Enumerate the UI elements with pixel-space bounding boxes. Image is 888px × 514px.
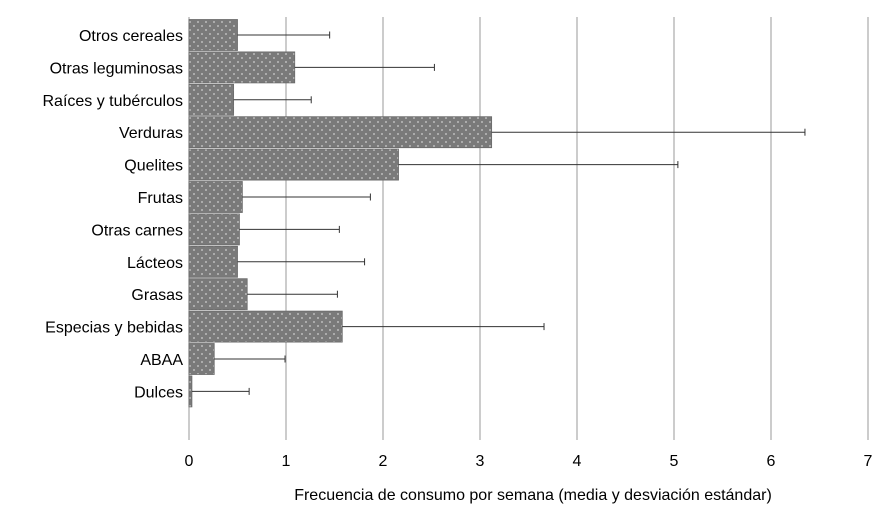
bars xyxy=(188,19,493,408)
bar-5 xyxy=(188,181,243,213)
bar-0 xyxy=(188,19,238,51)
category-labels: Otros cereales Otras leguminosas Raíces y … xyxy=(42,28,183,401)
x-tick-label: 3 xyxy=(476,453,485,470)
x-tick-label: 1 xyxy=(282,453,291,470)
error-bar-10 xyxy=(214,355,286,363)
error-bar-4 xyxy=(398,161,679,169)
category-label: ABAA xyxy=(140,352,183,369)
x-tick-label: 4 xyxy=(573,453,582,470)
bar-3 xyxy=(188,116,493,149)
error-bar-0 xyxy=(237,31,331,39)
bar-11 xyxy=(188,375,193,408)
category-label: Especias y bebidas xyxy=(45,320,183,337)
category-label: Dulces xyxy=(134,384,183,401)
error-bar-1 xyxy=(294,63,435,71)
category-label: Grasas xyxy=(131,287,183,304)
gridlines xyxy=(188,17,869,440)
error-bar-6 xyxy=(239,225,340,233)
bar-6 xyxy=(188,213,240,246)
category-label: Otros cereales xyxy=(79,28,183,45)
error-bar-9 xyxy=(342,323,545,331)
category-label: Lácteos xyxy=(127,255,183,272)
category-label: Verduras xyxy=(119,125,183,142)
x-tick-label: 0 xyxy=(185,453,194,470)
bar-2 xyxy=(188,83,235,116)
bar-8 xyxy=(188,278,248,311)
bar-10 xyxy=(188,343,215,375)
category-label: Otras leguminosas xyxy=(50,60,183,77)
error-bar-11 xyxy=(191,387,250,395)
x-axis-title: Frecuencia de consumo por semana (media … xyxy=(294,487,772,504)
error-bar-5 xyxy=(242,193,371,201)
category-label: Raíces y tubérculos xyxy=(42,93,183,110)
error-bars xyxy=(191,31,806,395)
category-label: Frutas xyxy=(138,190,183,207)
category-label: Otras carnes xyxy=(91,222,183,239)
error-bar-3 xyxy=(491,128,806,136)
error-bar-8 xyxy=(247,290,338,298)
x-tick-label: 2 xyxy=(379,453,388,470)
bar-1 xyxy=(188,51,296,84)
bar-4 xyxy=(188,148,399,181)
x-tick-labels: 0 1 2 3 4 5 6 7 xyxy=(185,453,873,470)
category-label: Quelites xyxy=(124,158,183,175)
bar-9 xyxy=(188,310,343,343)
bar-7 xyxy=(188,245,238,278)
x-tick-label: 5 xyxy=(670,453,679,470)
error-bar-7 xyxy=(237,258,366,266)
error-bar-2 xyxy=(233,96,312,104)
x-tick-label: 6 xyxy=(767,453,776,470)
x-tick-label: 7 xyxy=(864,453,873,470)
